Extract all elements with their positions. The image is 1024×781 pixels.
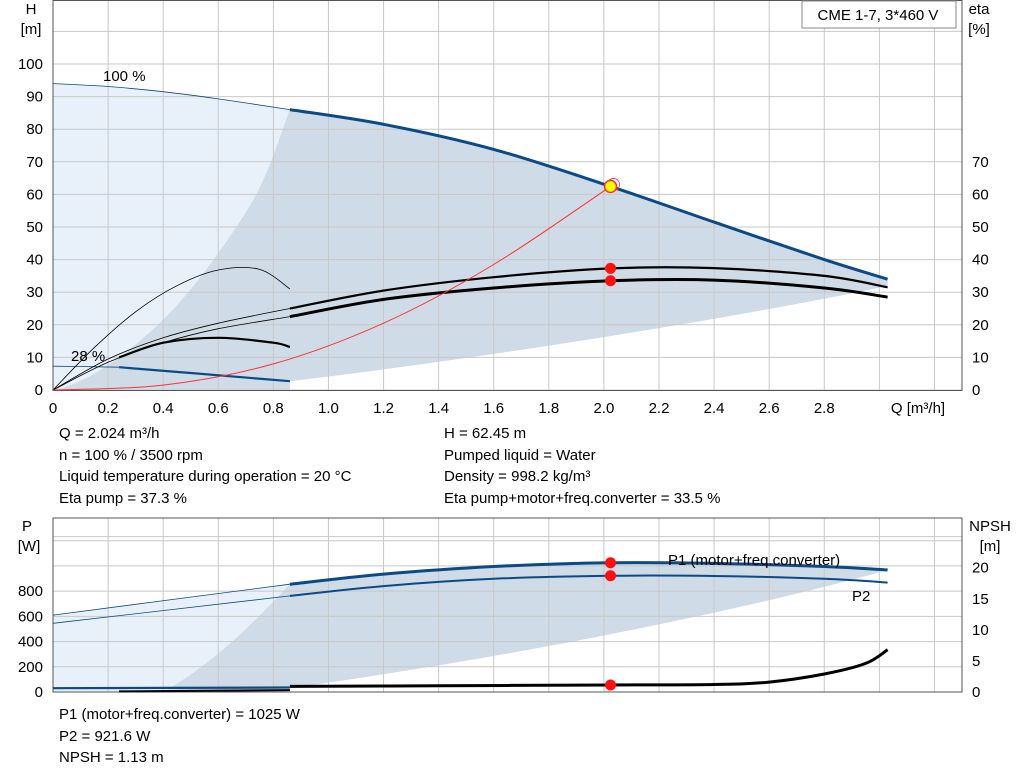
curve-h28 bbox=[119, 366, 290, 383]
power-tick-label: 800 bbox=[18, 583, 43, 600]
curve-eta28-pump bbox=[118, 336, 291, 359]
eta-tick-label: 50 bbox=[972, 219, 989, 236]
head-tick-label: 30 bbox=[26, 284, 43, 301]
npsh-tick-label: 15 bbox=[972, 591, 989, 608]
head-efficiency-chart: 0 0.2 0.4 0.6 0.8 1.0 1.2 1.4 1.6 1.8 2.0 2.2 2.4 2.6… bbox=[18, 0, 989, 417]
power-operating-area bbox=[163, 562, 888, 692]
flow-tick-label: 0.6 bbox=[208, 400, 229, 417]
head-plot-frame bbox=[52, 0, 963, 391]
flow-axis-label: Q [m³/h] bbox=[891, 400, 945, 417]
power-tick-label: 0 bbox=[35, 684, 43, 701]
power-tick-label: 600 bbox=[18, 608, 43, 625]
eta-tick-label: 30 bbox=[972, 284, 989, 301]
info-speed: n = 100 % / 3500 rpm bbox=[59, 446, 203, 464]
info-density: Density = 998.2 kg/m³ bbox=[444, 468, 591, 485]
curve-h100-ext bbox=[52, 83, 290, 110]
flow-tick-label: 2.4 bbox=[704, 400, 725, 417]
curve-system-curve bbox=[52, 185, 611, 391]
eta-tick-label: 20 bbox=[972, 317, 989, 334]
series-label-p1: P1 (motor+freq.converter) bbox=[668, 552, 840, 569]
duty-point-eta bbox=[605, 275, 617, 287]
info-eta-total: Eta pump+motor+freq.converter = 33.5 % bbox=[444, 489, 721, 507]
curve-p28 bbox=[52, 686, 290, 690]
flow-tick-label: 0.2 bbox=[98, 400, 119, 417]
duty-point-power bbox=[605, 570, 617, 582]
info-liquid-temperature: Liquid temperature during operation = 20… bbox=[59, 468, 352, 485]
head-tick-label: 90 bbox=[26, 89, 43, 106]
curve-eta28-thin bbox=[52, 267, 291, 391]
head-operating-area bbox=[58, 109, 888, 390]
flow-tick-label: 2.8 bbox=[814, 400, 835, 417]
curve-p2-ext bbox=[52, 595, 290, 624]
power-axis-unit: [W] bbox=[18, 538, 41, 555]
flow-tick-label: 1.2 bbox=[373, 400, 394, 417]
info-p2: P2 = 921.6 W bbox=[59, 727, 151, 745]
info-eta-pump: Eta pump = 37.3 % bbox=[59, 489, 187, 507]
npsh-tick-label: 20 bbox=[972, 560, 989, 577]
head-tick-label: 20 bbox=[26, 317, 43, 334]
flow-tick-label: 1.8 bbox=[538, 400, 559, 417]
head-tick-label: 80 bbox=[26, 121, 43, 138]
flow-tick-label: 2.6 bbox=[759, 400, 780, 417]
head-tick-label: 0 bbox=[35, 382, 43, 399]
head-axis-unit: [m] bbox=[21, 21, 42, 38]
head-axis-label: H bbox=[26, 1, 37, 18]
eta-tick-label: 70 bbox=[972, 154, 989, 171]
operating-info-right: H = 62.45 m Pumped liquid = Water Densit… bbox=[444, 423, 720, 509]
flow-tick-label: 0.4 bbox=[153, 400, 174, 417]
model-label-box bbox=[801, 0, 957, 29]
flow-tick-label: 2.0 bbox=[593, 400, 614, 417]
flow-tick-label: 0 bbox=[49, 400, 57, 417]
info-pumped-liquid: Pumped liquid = Water bbox=[444, 446, 596, 464]
duty-point-npsh bbox=[605, 679, 617, 691]
info-head: H = 62.45 m bbox=[444, 425, 527, 442]
power-tick-label: 200 bbox=[18, 659, 43, 676]
info-p1: P1 (motor+freq.converter) = 1025 W bbox=[59, 706, 300, 723]
flow-tick-label: 0.8 bbox=[263, 400, 284, 417]
eta-tick-label: 10 bbox=[972, 349, 989, 366]
series-label-p2: P2 bbox=[852, 588, 870, 605]
curve-npsh bbox=[289, 648, 889, 688]
curve-eta-pump-ext bbox=[52, 308, 290, 391]
npsh-axis-label: NPSH bbox=[969, 518, 1011, 535]
npsh-tick-label: 0 bbox=[972, 684, 980, 701]
head-tick-label: 10 bbox=[26, 349, 43, 366]
flow-tick-label: 2.2 bbox=[649, 400, 670, 417]
curve-p1-ext bbox=[52, 583, 290, 616]
eta-tick-label: 40 bbox=[972, 252, 989, 269]
flow-tick-label: 1.4 bbox=[428, 400, 449, 417]
eta-axis-label: eta bbox=[969, 1, 991, 18]
flow-tick-label: 1.0 bbox=[318, 400, 339, 417]
model-label: CME 1-7, 3*460 V bbox=[818, 7, 939, 24]
power-tick-label: 400 bbox=[18, 634, 43, 651]
head-tick-label: 50 bbox=[26, 219, 43, 236]
flow-tick-label: 1.6 bbox=[483, 400, 504, 417]
info-npsh: NPSH = 1.13 m bbox=[59, 749, 164, 766]
speed-label-100: 100 % bbox=[103, 68, 146, 85]
curve-h28-ext bbox=[52, 365, 120, 368]
operating-info-left: Q = 2.024 m³/h n = 100 % / 3500 rpm Liqu… bbox=[59, 423, 351, 509]
eta-axis-unit: [%] bbox=[968, 21, 990, 38]
npsh-axis-unit: [m] bbox=[980, 538, 1001, 555]
info-flow: Q = 2.024 m³/h bbox=[59, 425, 160, 442]
head-tick-label: 70 bbox=[26, 154, 43, 171]
speed-label-28: 28 % bbox=[71, 348, 105, 365]
npsh-tick-label: 5 bbox=[972, 653, 980, 670]
power-plot-frame bbox=[52, 517, 963, 693]
duty-point-eta bbox=[605, 262, 617, 274]
npsh-tick-label: 10 bbox=[972, 622, 989, 639]
curve-npsh-low bbox=[119, 689, 290, 693]
power-axis-label: P bbox=[22, 518, 32, 535]
head-tick-label: 60 bbox=[26, 186, 43, 203]
power-npsh-chart: 0 200 400 600 800 0 5 10 15 20 P1 (motor+freq.conv… bbox=[18, 517, 989, 701]
head-tick-label: 40 bbox=[26, 252, 43, 269]
eta-tick-label: 60 bbox=[972, 186, 989, 203]
head-tick-label: 100 bbox=[18, 56, 43, 73]
duty-point-head bbox=[603, 179, 618, 194]
duty-point-power bbox=[605, 557, 617, 569]
operating-info-bottom: P1 (motor+freq.converter) = 1025 W P2 = … bbox=[59, 704, 300, 769]
eta-tick-label: 0 bbox=[972, 382, 980, 399]
